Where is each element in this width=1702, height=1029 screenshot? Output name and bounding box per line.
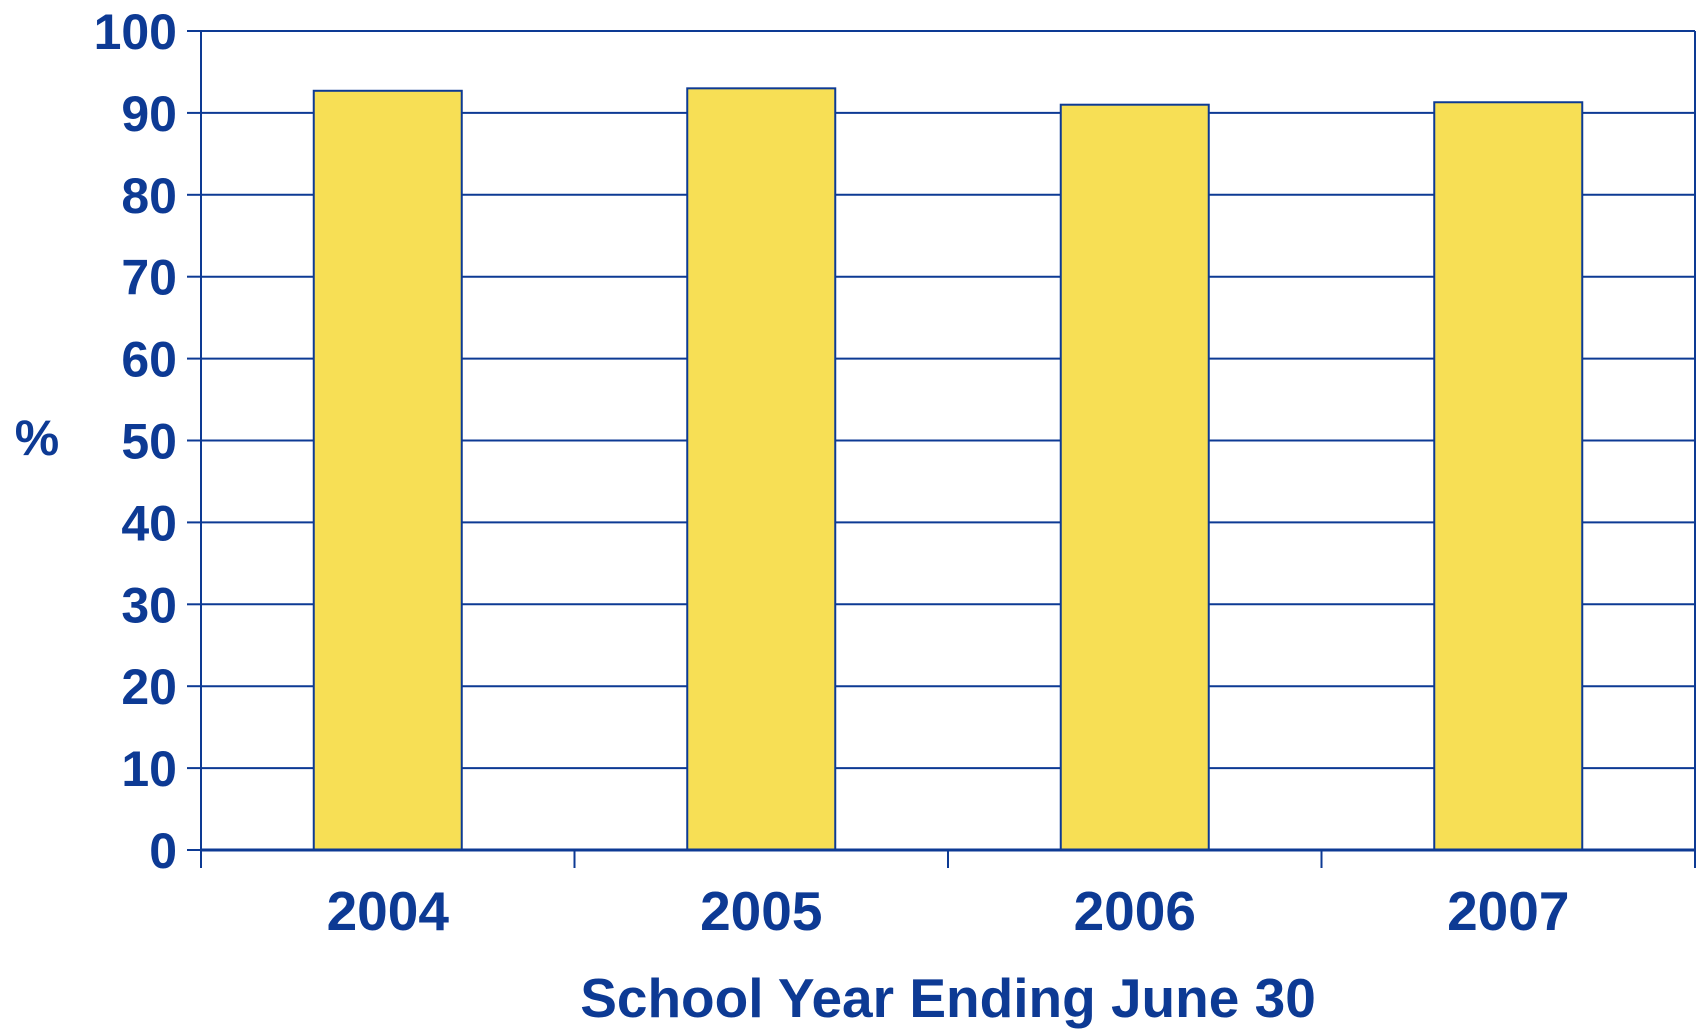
x-tick-label: 2004 — [327, 880, 450, 942]
x-tick-label: 2005 — [700, 880, 822, 942]
y-tick-label: 100 — [94, 4, 177, 60]
x-tick-labels: 2004 2005 2006 2007 — [327, 880, 1570, 942]
x-tick-label: 2006 — [1074, 880, 1196, 942]
y-tick-label: 70 — [121, 250, 177, 306]
y-tick-label: 60 — [121, 332, 177, 388]
y-tick-label: 80 — [121, 168, 177, 224]
y-tick-label: 90 — [121, 86, 177, 142]
y-tick-label: 30 — [121, 577, 177, 633]
y-tick-label: 0 — [149, 823, 177, 879]
bars — [312, 87, 1584, 852]
x-tick-label: 2007 — [1447, 880, 1569, 942]
y-tick-label: 10 — [121, 741, 177, 797]
y-tick-label: 50 — [121, 414, 177, 470]
bar-2007 — [1433, 101, 1584, 852]
y-tick-label: 20 — [121, 659, 177, 715]
y-tick-label: 40 — [121, 495, 177, 551]
y-tick-labels: 0 10 20 30 40 50 60 70 80 90 100 — [94, 4, 177, 879]
y-axis-title: % — [15, 410, 59, 466]
axes — [187, 30, 1696, 868]
bar-2005 — [686, 87, 837, 851]
bar-2006 — [1059, 103, 1210, 851]
bar-2004 — [312, 89, 463, 852]
x-axis-title: School Year Ending June 30 — [580, 967, 1316, 1029]
